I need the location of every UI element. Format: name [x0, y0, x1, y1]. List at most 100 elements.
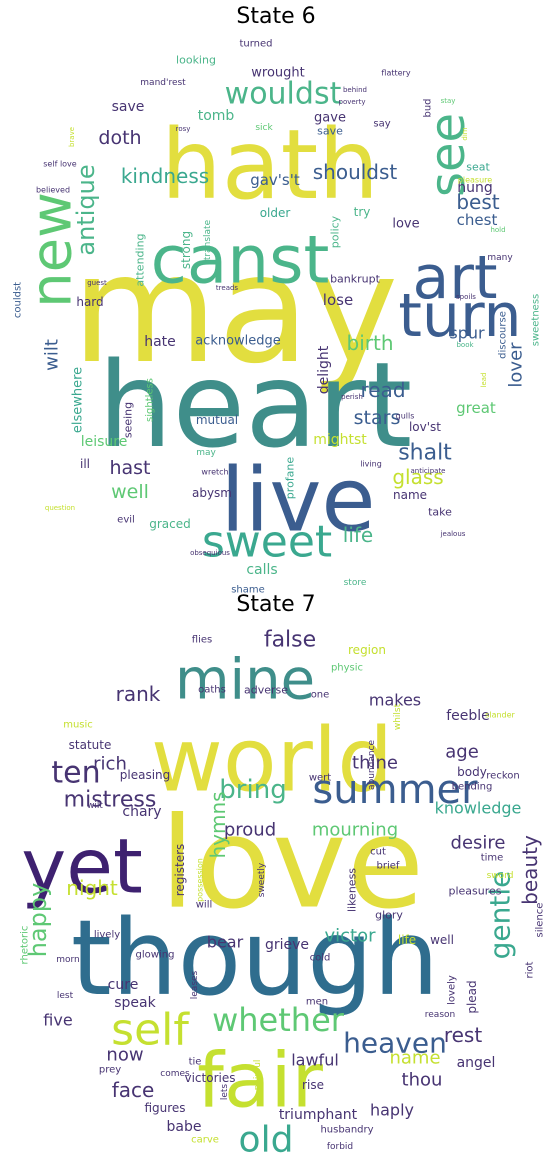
cloud-word: mutual — [196, 413, 238, 427]
cloud-word: lover — [506, 342, 527, 388]
cloud-word: five — [43, 1011, 72, 1030]
cloud-word: self love — [43, 160, 77, 169]
cloud-word: calls — [246, 562, 277, 578]
cloud-word: new — [20, 192, 85, 308]
cloud-word: forbid — [327, 1142, 353, 1152]
cloud-word: hast — [109, 457, 150, 479]
cloud-word: tomb — [198, 108, 235, 124]
cloud-word: lead — [480, 373, 488, 388]
cloud-word: cold — [310, 953, 331, 964]
cloud-word: acknowledge — [195, 334, 281, 349]
cloud-word: makes — [369, 691, 421, 710]
cloud-word: abysm — [192, 486, 232, 500]
cloud-word: proud — [224, 820, 276, 841]
cloud-word: world — [151, 709, 393, 812]
cloud-word: gav's't — [250, 171, 300, 189]
cloud-word: evil — [117, 515, 135, 526]
cloud-word: perish — [341, 393, 363, 401]
cloud-word: seeing — [122, 402, 135, 438]
cloud-word: bring — [219, 775, 286, 805]
cloud-word: leisure — [81, 434, 128, 450]
cloud-word: shame — [231, 585, 265, 596]
cloud-word: gave — [314, 111, 346, 126]
cloud-word: lose — [323, 291, 353, 309]
cloud-word: mourning — [312, 820, 398, 841]
cloud-word: shalt — [398, 441, 452, 466]
cloud-word: reason — [425, 1010, 455, 1020]
cloud-word: store — [344, 578, 367, 588]
cloud-word: slander — [485, 711, 515, 720]
cloud-word: may — [196, 448, 216, 458]
cloud-word: strong — [179, 231, 193, 269]
cloud-word: age — [445, 742, 479, 763]
cloud-word: men — [306, 997, 328, 1008]
cloud-word: pleasing — [120, 768, 171, 782]
cloud-word: victories — [185, 1071, 236, 1085]
cloud-word: hard — [76, 295, 103, 309]
cloud-word: question — [45, 504, 75, 512]
cloud-word: save — [317, 125, 343, 138]
cloud-word: gulls — [396, 412, 415, 421]
cloud-word: love — [160, 790, 424, 937]
cloud-word: whilst — [393, 703, 403, 730]
cloud-word: pleasures — [448, 885, 501, 898]
cloud-word: treads — [216, 284, 239, 292]
cloud-word: rosy — [176, 125, 191, 133]
cloud-word: sweetly — [257, 862, 267, 897]
cloud-word: behind — [343, 86, 367, 94]
cloud-word: living — [360, 460, 382, 469]
cloud-word: see — [420, 113, 476, 197]
cloud-word: husbandry — [320, 1125, 373, 1136]
cloud-word: delight — [316, 345, 332, 394]
cloud-word: feeble — [446, 708, 490, 724]
cloud-word: obsequious — [190, 549, 230, 557]
cloud-word: sick — [255, 123, 273, 133]
cloud-word: whether — [212, 1001, 345, 1039]
cloud-word: self — [111, 1005, 190, 1056]
cloud-word: angel — [457, 1055, 496, 1071]
cloud-word: time — [481, 853, 504, 864]
cloud-word: lawful — [291, 1051, 339, 1070]
cloud-word: many — [487, 253, 513, 263]
cloud-word: mand'rest — [140, 78, 186, 88]
cloud-word: jealous — [440, 530, 466, 538]
cloud-word: hath — [161, 109, 379, 221]
cloud-word: name — [393, 488, 427, 502]
cloud-word: grieve — [265, 937, 309, 953]
cloud-word: will — [196, 900, 213, 911]
cloud-word: prey — [99, 1065, 121, 1076]
cloud-word: hung — [457, 180, 493, 196]
cloud-word: graced — [149, 517, 191, 531]
cloud-word: chest — [457, 211, 498, 229]
cloud-word: well — [430, 933, 454, 947]
cloud-word: book — [456, 341, 474, 349]
cloud-word: babe — [167, 1119, 202, 1135]
cloud-word: carve — [191, 1135, 219, 1146]
cloud-word: rank — [116, 682, 161, 706]
cloud-word: wretch — [201, 468, 228, 477]
cloud-word: lets — [220, 1084, 230, 1101]
cloud-word: though — [71, 897, 439, 1019]
cloud-word: couldst — [13, 282, 24, 318]
cloud-word: brave — [68, 127, 76, 147]
cloud-word: one — [311, 690, 330, 701]
cloud-word: victor — [324, 926, 376, 947]
cloud-word: beauty — [518, 835, 542, 905]
cloud-word: haply — [370, 1101, 414, 1120]
cloud-word: life — [398, 933, 416, 947]
cloud-word: spoils — [456, 293, 476, 301]
cloud-word: reckon — [486, 771, 519, 782]
cloud-word: poverty — [339, 98, 366, 106]
cloud-word: attending — [134, 233, 147, 286]
cloud-word: false — [264, 628, 316, 653]
cloud-word: turned — [239, 39, 272, 50]
cloud-word: sweet — [202, 517, 332, 568]
cloud-word: old — [239, 1120, 294, 1158]
cloud-word: region — [348, 643, 386, 657]
cloud-word: adverse — [244, 684, 288, 697]
cloud-word: name — [389, 1048, 440, 1069]
cloud-word: abundance — [367, 740, 377, 791]
cloud-word: shouldst — [313, 160, 398, 184]
cloud-word: bankrupt — [330, 273, 381, 286]
